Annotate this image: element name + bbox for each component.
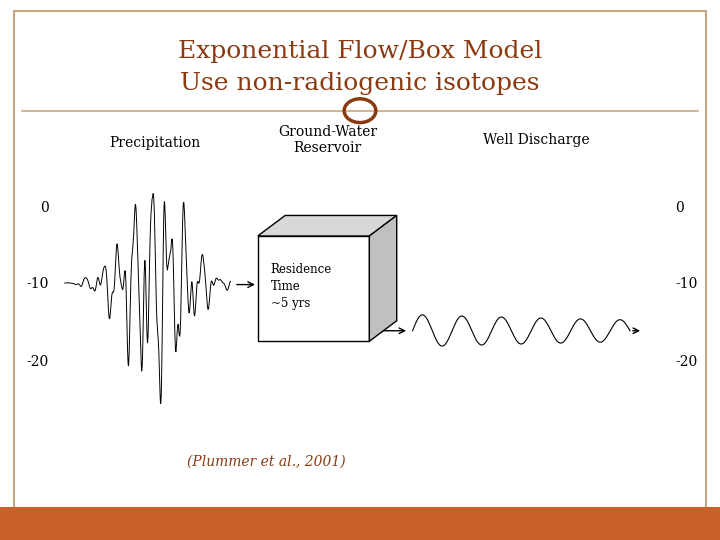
Text: Precipitation: Precipitation bbox=[109, 136, 200, 150]
Text: Well Discharge: Well Discharge bbox=[483, 133, 590, 147]
Text: 0: 0 bbox=[40, 201, 49, 215]
Text: -10: -10 bbox=[27, 276, 49, 291]
FancyBboxPatch shape bbox=[258, 236, 369, 341]
Polygon shape bbox=[369, 215, 397, 341]
Text: Exponential Flow/Box Model: Exponential Flow/Box Model bbox=[178, 40, 542, 63]
Text: (Plummer et al., 2001): (Plummer et al., 2001) bbox=[187, 455, 346, 469]
Text: -10: -10 bbox=[675, 276, 698, 291]
FancyBboxPatch shape bbox=[0, 507, 720, 540]
Text: 0: 0 bbox=[675, 201, 684, 215]
Text: Residence
Time
~5 yrs: Residence Time ~5 yrs bbox=[271, 263, 332, 310]
Text: -20: -20 bbox=[27, 355, 49, 369]
Text: -20: -20 bbox=[675, 355, 698, 369]
Text: Ground-Water
Reservoir: Ground-Water Reservoir bbox=[278, 125, 377, 156]
Polygon shape bbox=[258, 215, 397, 236]
Text: Use non-radiogenic isotopes: Use non-radiogenic isotopes bbox=[180, 72, 540, 95]
